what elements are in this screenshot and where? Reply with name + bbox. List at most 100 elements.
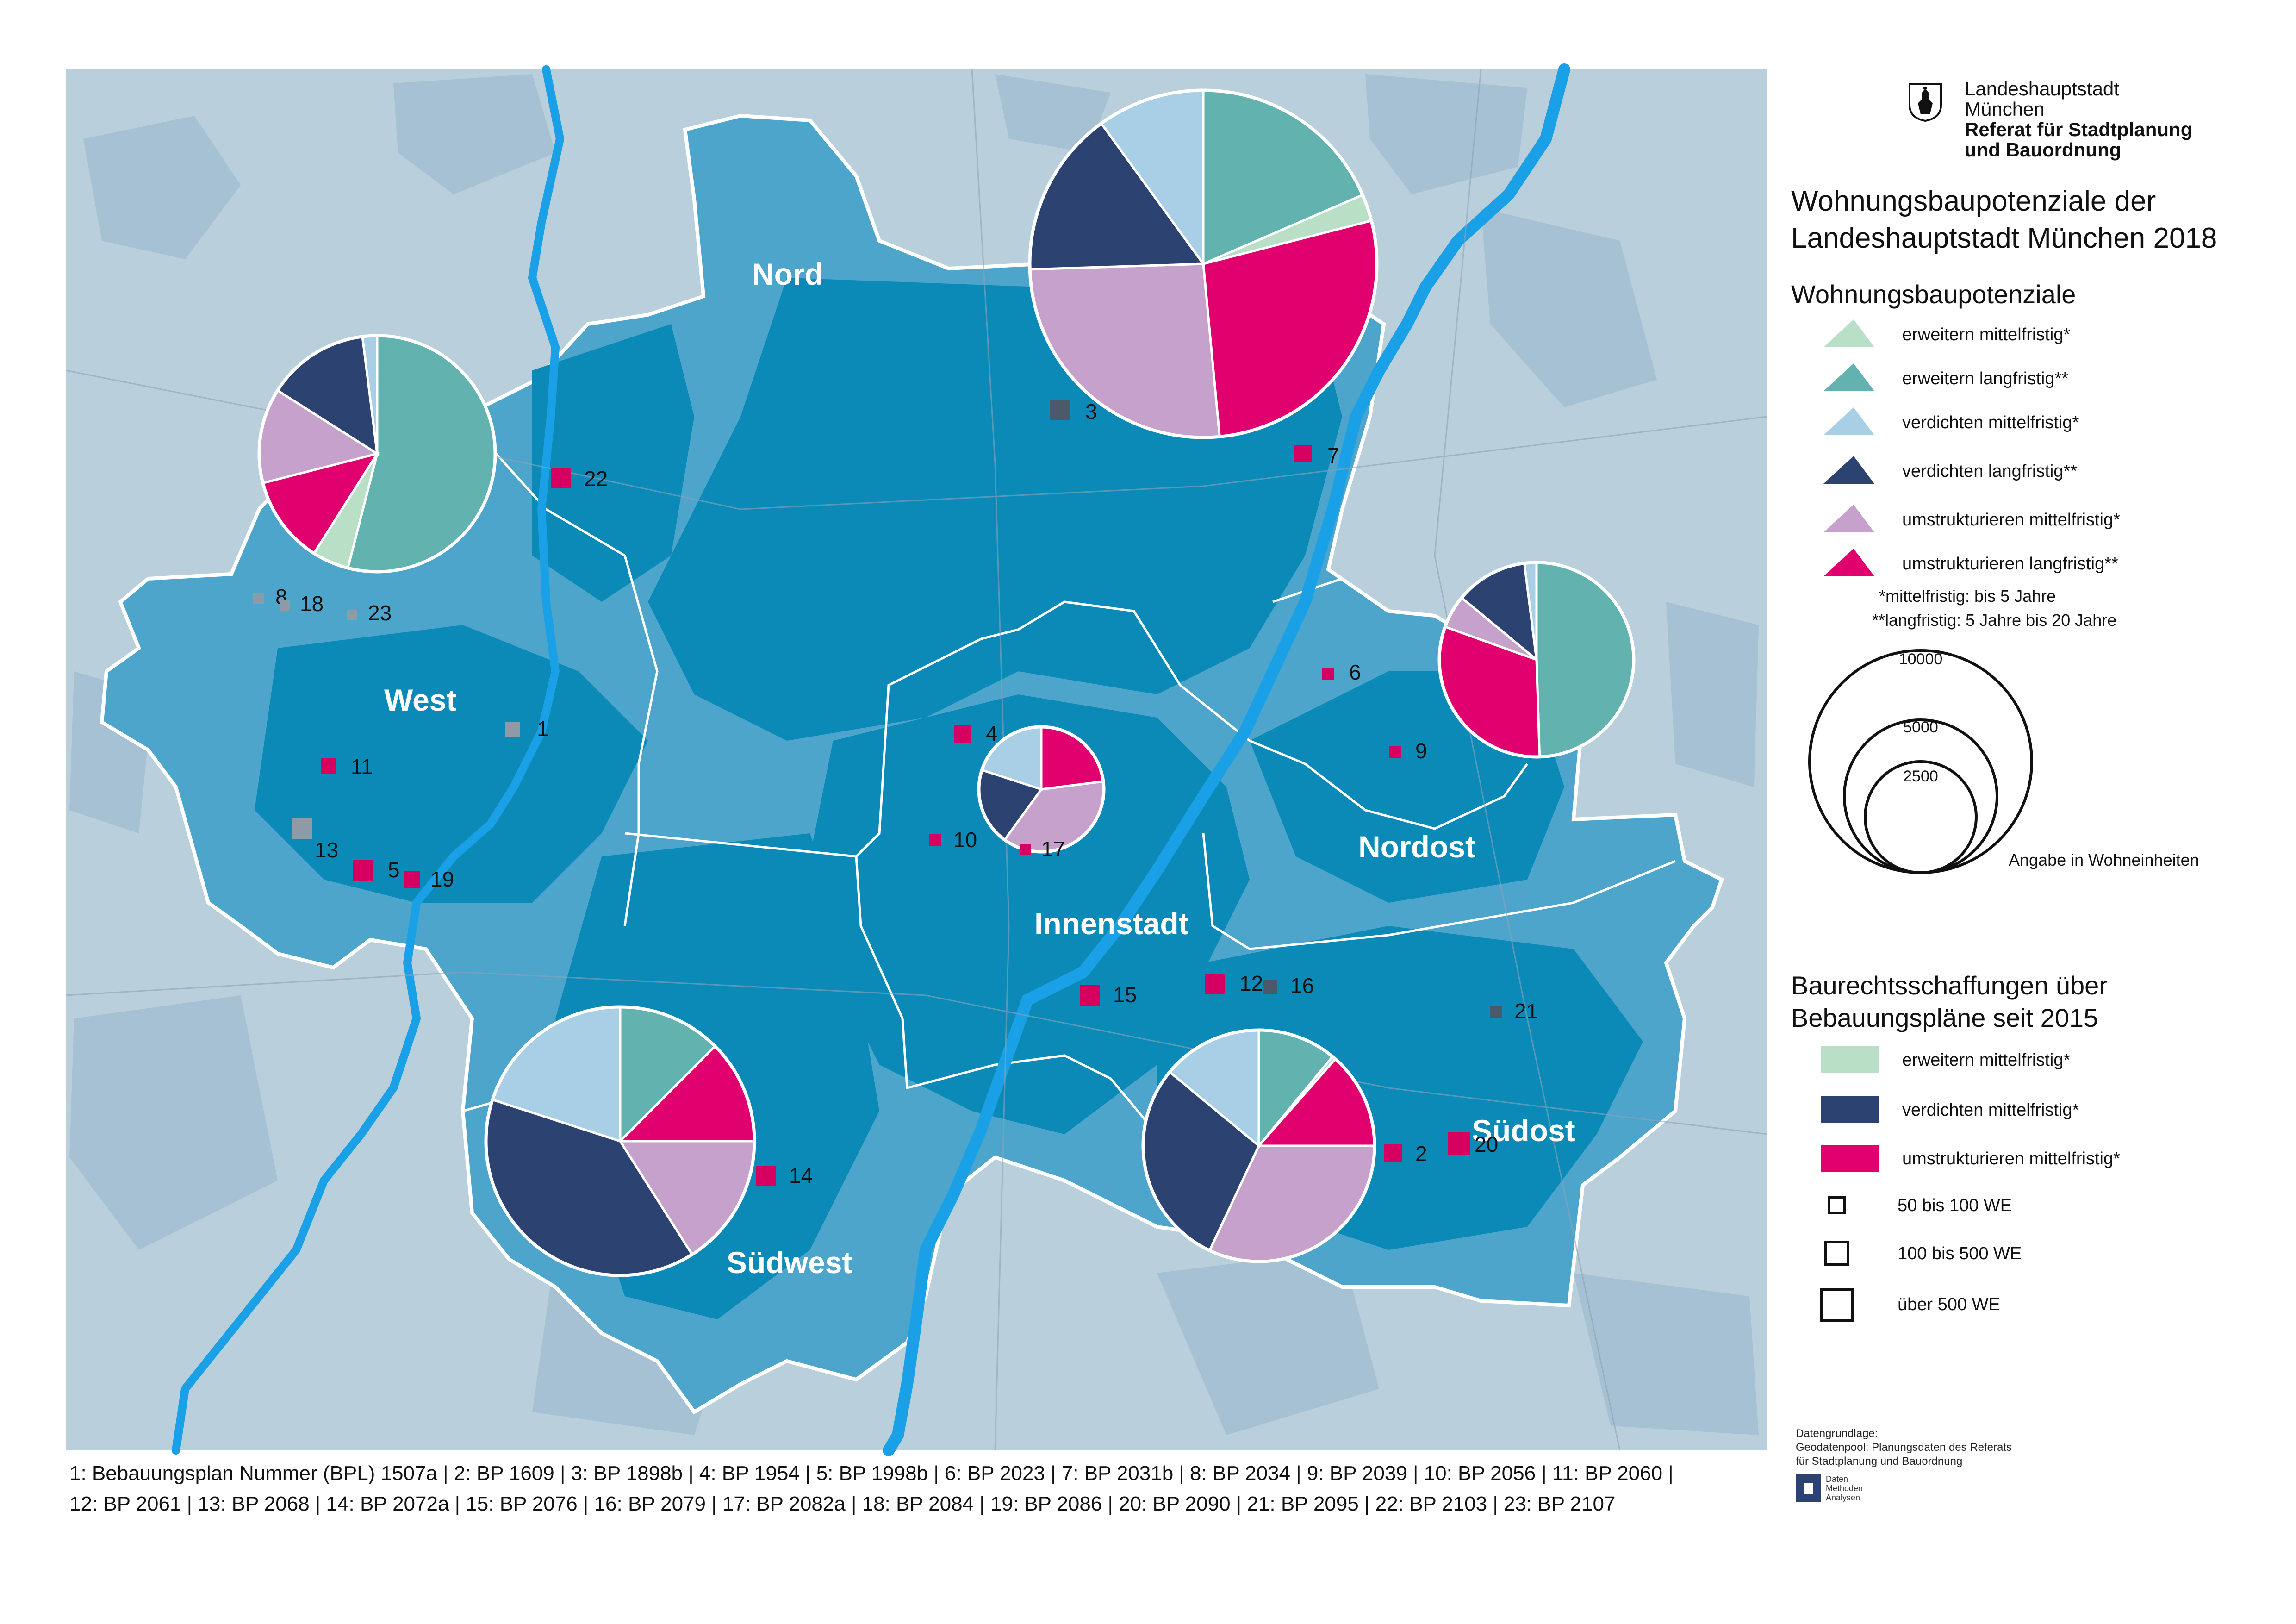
plan-marker-8	[253, 593, 264, 604]
pie-outline	[1437, 561, 1636, 759]
region-label-suedwest: Südwest	[727, 1245, 852, 1280]
source-line-1: Datengrundlage:	[1796, 1427, 1878, 1440]
potential-swatch-icon	[1823, 407, 1874, 435]
plan-marker-23	[347, 610, 357, 620]
plans-heading-line-2: Bebauungspläne seit 2015	[1791, 1003, 2098, 1032]
pie-südost	[1141, 1028, 1376, 1263]
source-line-3: für Stadtplanung und Bauordnung	[1796, 1455, 1963, 1468]
department-logo-icon	[1796, 1474, 1821, 1502]
plan-legend-label: verdichten mittelfristig*	[1902, 1100, 2079, 1120]
note-midterm: *mittelfristig: bis 5 Jahre	[1879, 587, 2056, 606]
pie-outline	[484, 1005, 756, 1277]
pie-outline	[977, 725, 1106, 854]
plan-marker-2	[1384, 1144, 1402, 1162]
plan-marker-label-16: 16	[1290, 974, 1314, 998]
potential-swatch-icon	[1823, 319, 1874, 347]
size-unit: Angabe in Wohneinheiten	[2009, 850, 2199, 869]
plan-swatch	[1821, 1096, 1879, 1123]
title-line-1: Wohnungsbaupotenziale der	[1791, 185, 2156, 217]
pie-nord	[1028, 88, 1379, 439]
size-square-medium-label: 100 bis 500 WE	[1898, 1244, 2022, 1263]
river-wuerm	[172, 65, 565, 1455]
plan-marker-3	[1050, 400, 1070, 420]
potential-legend-label: erweitern langfristig**	[1902, 369, 2068, 388]
note-longterm: **langfristig: 5 Jahre bis 20 Jahre	[1872, 611, 2116, 630]
org-line-4: und Bauordnung	[1965, 139, 2122, 161]
plan-marker-20	[1448, 1132, 1470, 1155]
plan-marker-label-9: 9	[1415, 739, 1427, 763]
pie-outline	[257, 334, 497, 574]
size-circle-2500	[1864, 760, 1978, 874]
region-label-west: West	[384, 683, 457, 717]
legend: Wohnungsbaupotenziale der Landeshauptsta…	[1791, 185, 2217, 1322]
plan-marker-16	[1263, 980, 1277, 994]
pie-nordost	[1437, 561, 1636, 759]
plan-marker-12	[1205, 974, 1225, 994]
source-line-2: Geodatenpool; Planungsdaten des Referats	[1796, 1441, 2012, 1454]
department-line-3: Analysen	[1826, 1493, 1860, 1502]
potentials-legend-items: erweitern mittelfristig* erweitern langfr…	[1823, 319, 2120, 576]
potential-legend-label: umstrukturieren langfristig**	[1902, 554, 2118, 574]
plan-marker-label-17: 17	[1041, 837, 1065, 861]
plan-marker-label-18: 18	[300, 592, 324, 616]
plan-marker-label-4: 4	[986, 721, 998, 745]
pie-charts	[257, 88, 1636, 1277]
plan-marker-6	[1322, 668, 1334, 680]
plan-marker-5	[353, 860, 373, 881]
size-circle-5000	[1843, 718, 1998, 874]
org-line-2: München	[1965, 98, 2045, 120]
potential-swatch-icon	[1823, 505, 1874, 532]
plan-marker-label-2: 2	[1415, 1142, 1427, 1166]
region-label-nord: Nord	[752, 257, 823, 291]
plan-marker-22	[551, 468, 571, 488]
org-line-1: Landeshauptstadt	[1965, 78, 2119, 100]
potentials-heading: Wohnungsbaupotenziale	[1791, 280, 2076, 309]
department-name: Daten Methoden Analysen	[1826, 1474, 1863, 1502]
plans-legend-items: erweitern mittelfristig* verdichten mitte…	[1821, 1046, 2120, 1172]
plan-legend-label: erweitern mittelfristig*	[1902, 1050, 2070, 1070]
plans-heading-line-1: Baurechtsschaffungen über	[1791, 971, 2108, 1000]
region-label-nordost: Nordost	[1358, 830, 1475, 864]
size-square-large-label: über 500 WE	[1898, 1295, 2000, 1314]
title-line-2: Landeshauptstadt München 2018	[1791, 222, 2217, 254]
potential-legend-label: verdichten langfristig**	[1902, 462, 2077, 481]
plan-marker-label-7: 7	[1327, 443, 1339, 468]
size-square-medium	[1824, 1241, 1849, 1266]
potential-legend-label: erweitern mittelfristig*	[1902, 325, 2070, 344]
plan-marker-21	[1490, 1006, 1502, 1018]
plan-marker-9	[1389, 746, 1401, 758]
plan-marker-13	[292, 818, 312, 839]
plan-marker-11	[321, 758, 336, 774]
potential-legend-label: verdichten mittelfristig*	[1902, 413, 2079, 432]
size-label-5000: 5000	[1903, 718, 1938, 736]
potential-swatch-icon	[1823, 549, 1874, 576]
plan-marker-14	[756, 1166, 776, 1186]
plan-marker-1	[505, 722, 520, 737]
plan-swatch	[1821, 1046, 1879, 1073]
data-source: Datengrundlage: Geodatenpool; Planungsda…	[1796, 1427, 2036, 1468]
size-squares	[1820, 1196, 1854, 1322]
city-seal-icon	[1909, 83, 1942, 122]
pie-west	[257, 334, 497, 574]
size-label-10000: 10000	[1899, 650, 1943, 668]
plan-marker-label-6: 6	[1349, 660, 1361, 684]
plan-marker-label-19: 19	[430, 867, 454, 891]
river-isar	[883, 63, 1570, 1456]
potential-legend-label: umstrukturieren mittelfristig*	[1902, 510, 2120, 530]
pie-südwest	[484, 1005, 756, 1277]
plan-marker-label-10: 10	[953, 828, 977, 852]
department-line-1: Daten	[1826, 1474, 1848, 1484]
org-line-3: Referat für Stadtplanung	[1965, 119, 2193, 140]
region-labels: Nord West Innenstadt Nordost Südwest Süd…	[384, 257, 1575, 1280]
plan-marker-label-5: 5	[388, 858, 400, 882]
region-label-suedost: Südost	[1472, 1113, 1575, 1148]
plan-marker-4	[954, 725, 971, 743]
plan-marker-label-12: 12	[1239, 971, 1263, 995]
plan-list-line-2: 12: BP 2061 | 13: BP 2068 | 14: BP 2072a…	[69, 1493, 1616, 1515]
plan-marker-19	[404, 871, 420, 888]
plan-marker-7	[1294, 445, 1312, 462]
organization: Landeshauptstadt München Referat für Sta…	[1965, 79, 2242, 160]
plan-marker-15	[1080, 985, 1100, 1006]
plan-marker-label-13: 13	[315, 838, 338, 862]
plan-marker-label-11: 11	[351, 755, 373, 779]
